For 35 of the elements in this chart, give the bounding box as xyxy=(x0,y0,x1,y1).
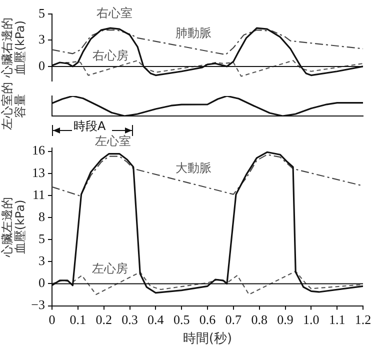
y-axis-title: 心臟右邊的血壓(kPa) xyxy=(0,18,28,79)
text: 時段A xyxy=(74,119,107,134)
y-tick-label: 3 xyxy=(38,253,45,268)
x-tick-label: 1.0 xyxy=(303,312,320,328)
x-tick-label: 0.6 xyxy=(199,312,216,328)
y-tick-label: 8 xyxy=(38,208,45,224)
y-tick-label: −3 xyxy=(31,297,45,312)
series-label: 左心室 xyxy=(95,134,132,148)
y-axis-title: 左心室的容量 xyxy=(0,82,28,130)
y-axis-title: 心臟左邊的血壓(kPa) xyxy=(0,196,28,258)
series-label: 右心房 xyxy=(92,48,128,62)
series-label: 右心室 xyxy=(96,6,132,20)
series-label: 大動脈 xyxy=(175,160,212,175)
x-tick-label: 0.3 xyxy=(122,312,138,328)
y-tick-label: 5 xyxy=(38,5,45,20)
x-tick-label: 0.2 xyxy=(96,312,112,328)
x-tick-label: 0.9 xyxy=(277,312,294,328)
x-tick-label: 0 xyxy=(48,312,56,328)
y-tick-label: 5 xyxy=(38,231,45,246)
y-tick-label: 0 xyxy=(38,275,45,290)
x-tick-label: 0.7 xyxy=(225,312,242,328)
x-axis-title: 時間(秒) xyxy=(182,332,232,347)
y-tick-label: 13 xyxy=(32,164,45,180)
x-tick-label: 0.5 xyxy=(173,312,190,328)
x-tick-label: 0.8 xyxy=(251,312,268,328)
x-tick-label: 0.4 xyxy=(148,312,164,328)
x-tick-label: 1.2 xyxy=(354,312,372,328)
x-tick-label: 1.1 xyxy=(328,312,346,328)
y-tick-label: 11 xyxy=(32,186,45,202)
x-tick-label: 0.1 xyxy=(70,312,86,328)
y-tick-label: 16 xyxy=(32,142,46,158)
y-tick-label: 0 xyxy=(38,58,45,73)
series-label: 左心房 xyxy=(92,262,128,276)
y-tick-label: 3 xyxy=(38,32,45,47)
series-label: 肺動脈 xyxy=(176,26,212,40)
